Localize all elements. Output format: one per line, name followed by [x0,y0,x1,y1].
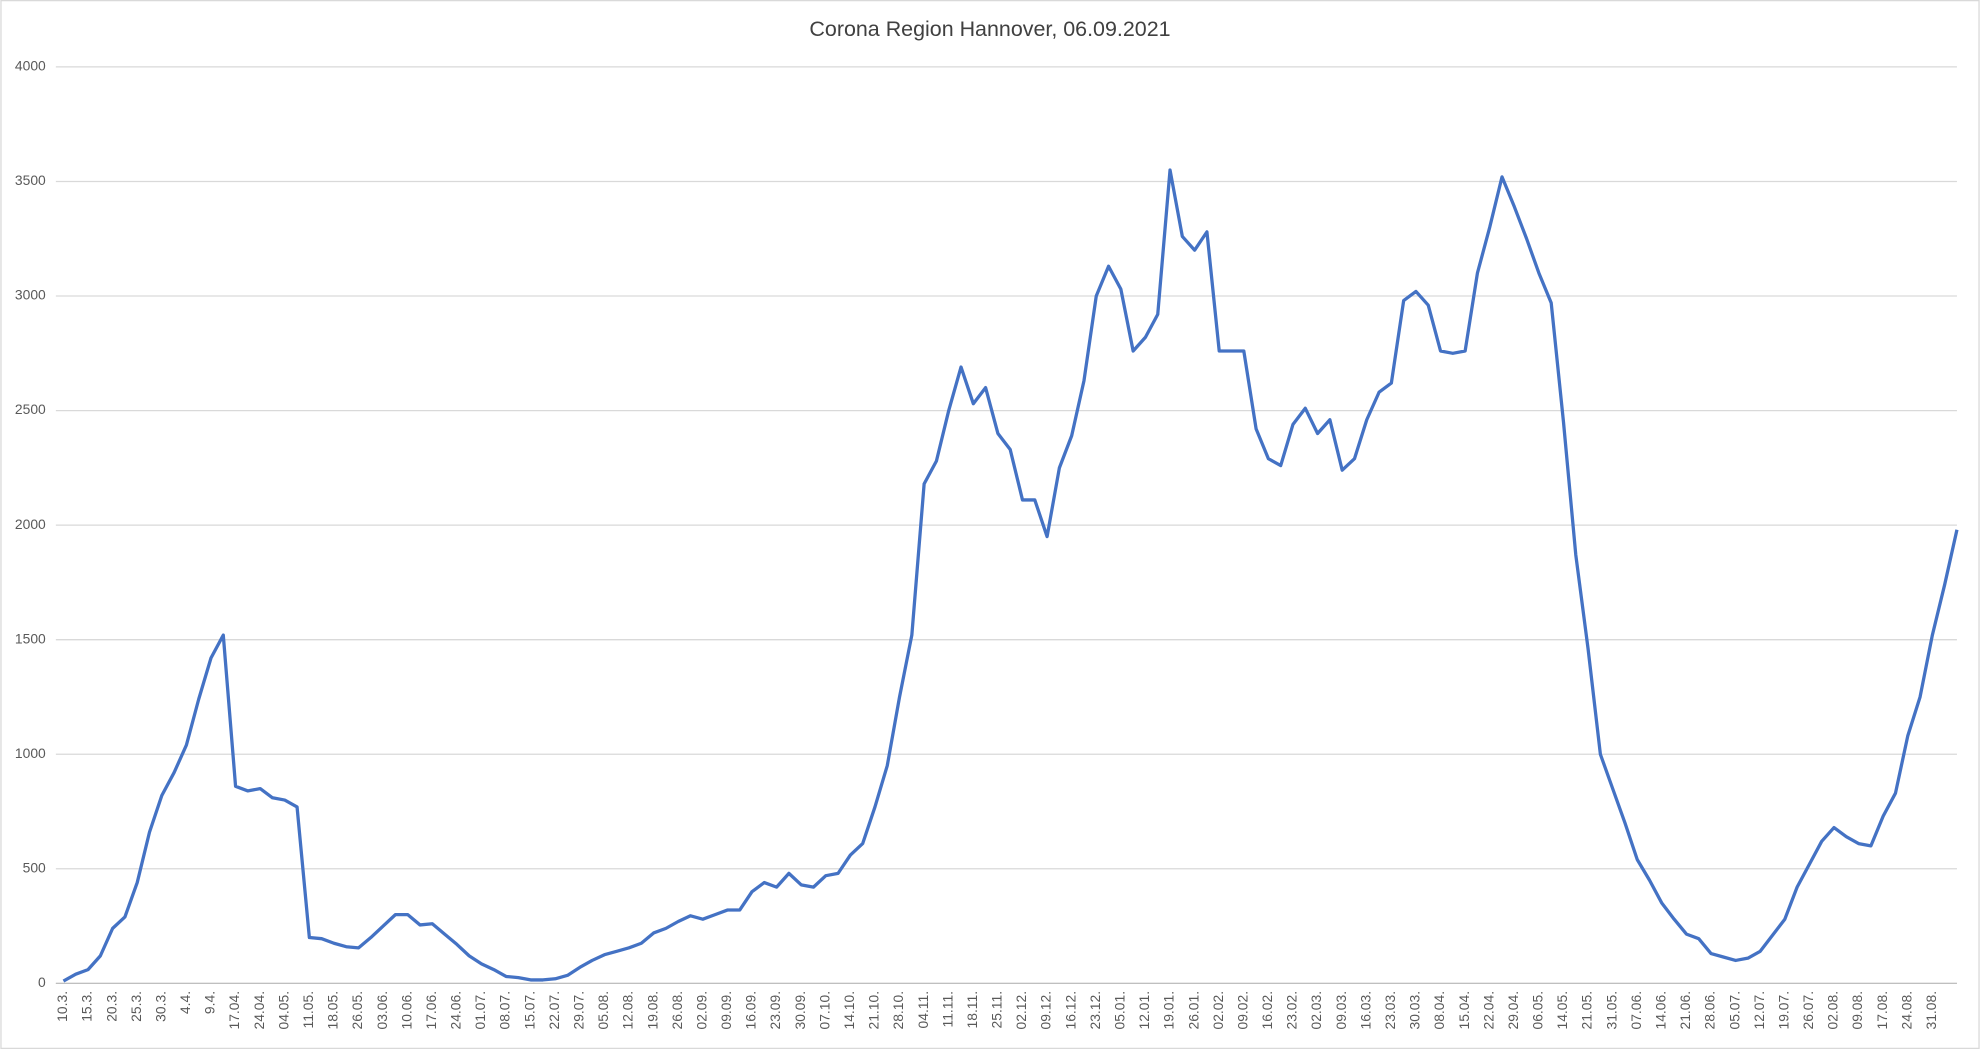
x-tick-label: 23.02. [1284,991,1300,1030]
y-tick-label: 2000 [15,516,46,532]
x-tick-label: 09.03. [1333,991,1349,1030]
x-tick-label: 24.06. [448,991,464,1030]
data-line [62,168,1959,983]
x-tick-label: 01.07. [472,991,488,1030]
x-tick-label: 14.05. [1554,991,1570,1030]
x-tick-label: 11.11. [939,991,955,1028]
x-tick-label: 15.07. [521,991,537,1030]
x-tick-label: 09.08. [1849,991,1865,1030]
y-tick-label: 0 [38,974,46,990]
x-tick-label: 29.07. [571,991,587,1030]
x-tick-label: 22.04. [1480,991,1496,1030]
x-tick-label: 09.12. [1038,991,1054,1030]
y-tick-label: 1500 [15,630,46,646]
x-tick-label: 29.04. [1505,991,1521,1030]
x-tick-label: 26.05. [349,991,365,1030]
x-tick-label: 14.06. [1653,991,1669,1030]
x-tick-label: 24.04. [251,991,267,1030]
x-tick-label: 24.08. [1898,991,1914,1030]
x-tick-label: 05.08. [595,991,611,1030]
x-tick-label: 31.08. [1923,991,1939,1030]
x-tick-label: 10.3. [54,991,70,1022]
x-tick-label: 02.03. [1308,991,1324,1030]
x-tick-label: 17.08. [1874,991,1890,1030]
x-tick-label: 19.01. [1161,991,1177,1030]
x-tick-label: 25.11. [989,991,1005,1029]
x-tick-label: 22.07. [546,991,562,1030]
x-tick-label: 08.04. [1431,991,1447,1030]
y-tick-label: 1000 [15,745,46,761]
y-tick-label: 3000 [15,287,46,303]
x-tick-label: 16.09. [743,991,759,1030]
y-tick-label: 3500 [15,172,46,188]
x-tick-label: 07.06. [1628,991,1644,1030]
x-tick-label: 14.10. [841,991,857,1030]
x-tick-label: 26.08. [669,991,685,1030]
x-tick-label: 10.06. [398,991,414,1030]
x-tick-label: 23.12. [1087,991,1103,1030]
x-tick-label: 02.12. [1013,991,1029,1030]
x-tick-label: 08.07. [497,991,513,1030]
x-tick-label: 04.11. [915,991,931,1029]
y-tick-label: 500 [23,859,46,875]
x-tick-label: 4.4. [177,991,193,1014]
x-tick-label: 02.08. [1825,991,1841,1030]
x-tick-label: 02.02. [1210,991,1226,1030]
x-tick-label: 17.04. [226,991,242,1030]
x-tick-label: 06.05. [1530,991,1546,1030]
x-tick-label: 21.06. [1677,991,1693,1030]
x-tick-label: 26.01. [1185,991,1201,1030]
x-tick-label: 21.05. [1579,991,1595,1030]
x-tick-label: 26.07. [1800,991,1816,1030]
x-tick-label: 17.06. [423,991,439,1030]
x-tick-label: 12.07. [1751,991,1767,1030]
x-tick-label: 18.05. [325,991,341,1030]
x-tick-label: 16.02. [1259,991,1275,1030]
x-tick-label: 23.03. [1382,991,1398,1030]
x-tick-label: 05.07. [1726,991,1742,1030]
x-tick-label: 03.06. [374,991,390,1030]
x-tick-label: 9.4. [202,991,218,1014]
x-tick-label: 20.3. [103,991,119,1022]
x-tick-label: 12.01. [1136,991,1152,1030]
y-tick-label: 4000 [15,58,46,74]
x-tick-label: 09.09. [718,991,734,1030]
x-tick-label: 16.12. [1062,991,1078,1030]
x-tick-label: 28.06. [1702,991,1718,1030]
y-tick-label: 2500 [15,401,46,417]
chart-title: Corona Region Hannover, 06.09.2021 [809,17,1170,41]
x-tick-label: 09.02. [1234,991,1250,1030]
x-tick-label: 19.07. [1775,991,1791,1030]
x-tick-label: 02.09. [693,991,709,1030]
x-tick-label: 15.04. [1456,991,1472,1030]
x-tick-label: 16.03. [1357,991,1373,1030]
x-tick-label: 18.11. [964,991,980,1029]
x-tick-label: 30.09. [792,991,808,1030]
x-tick-label: 11.05. [300,991,316,1029]
x-tick-label: 04.05. [275,991,291,1030]
x-tick-label: 30.3. [152,991,168,1022]
x-tick-label: 28.10. [890,991,906,1030]
x-tick-label: 15.3. [79,991,95,1022]
x-tick-label: 05.01. [1112,991,1128,1030]
x-tick-label: 19.08. [644,991,660,1030]
x-tick-label: 23.09. [767,991,783,1030]
x-tick-label: 07.10. [816,991,832,1030]
x-tick-label: 31.05. [1603,991,1619,1030]
x-tick-label: 30.03. [1407,991,1423,1030]
x-tick-label: 25.3. [128,991,144,1022]
x-tick-label: 21.10. [866,991,882,1030]
x-tick-label: 12.08. [620,991,636,1030]
